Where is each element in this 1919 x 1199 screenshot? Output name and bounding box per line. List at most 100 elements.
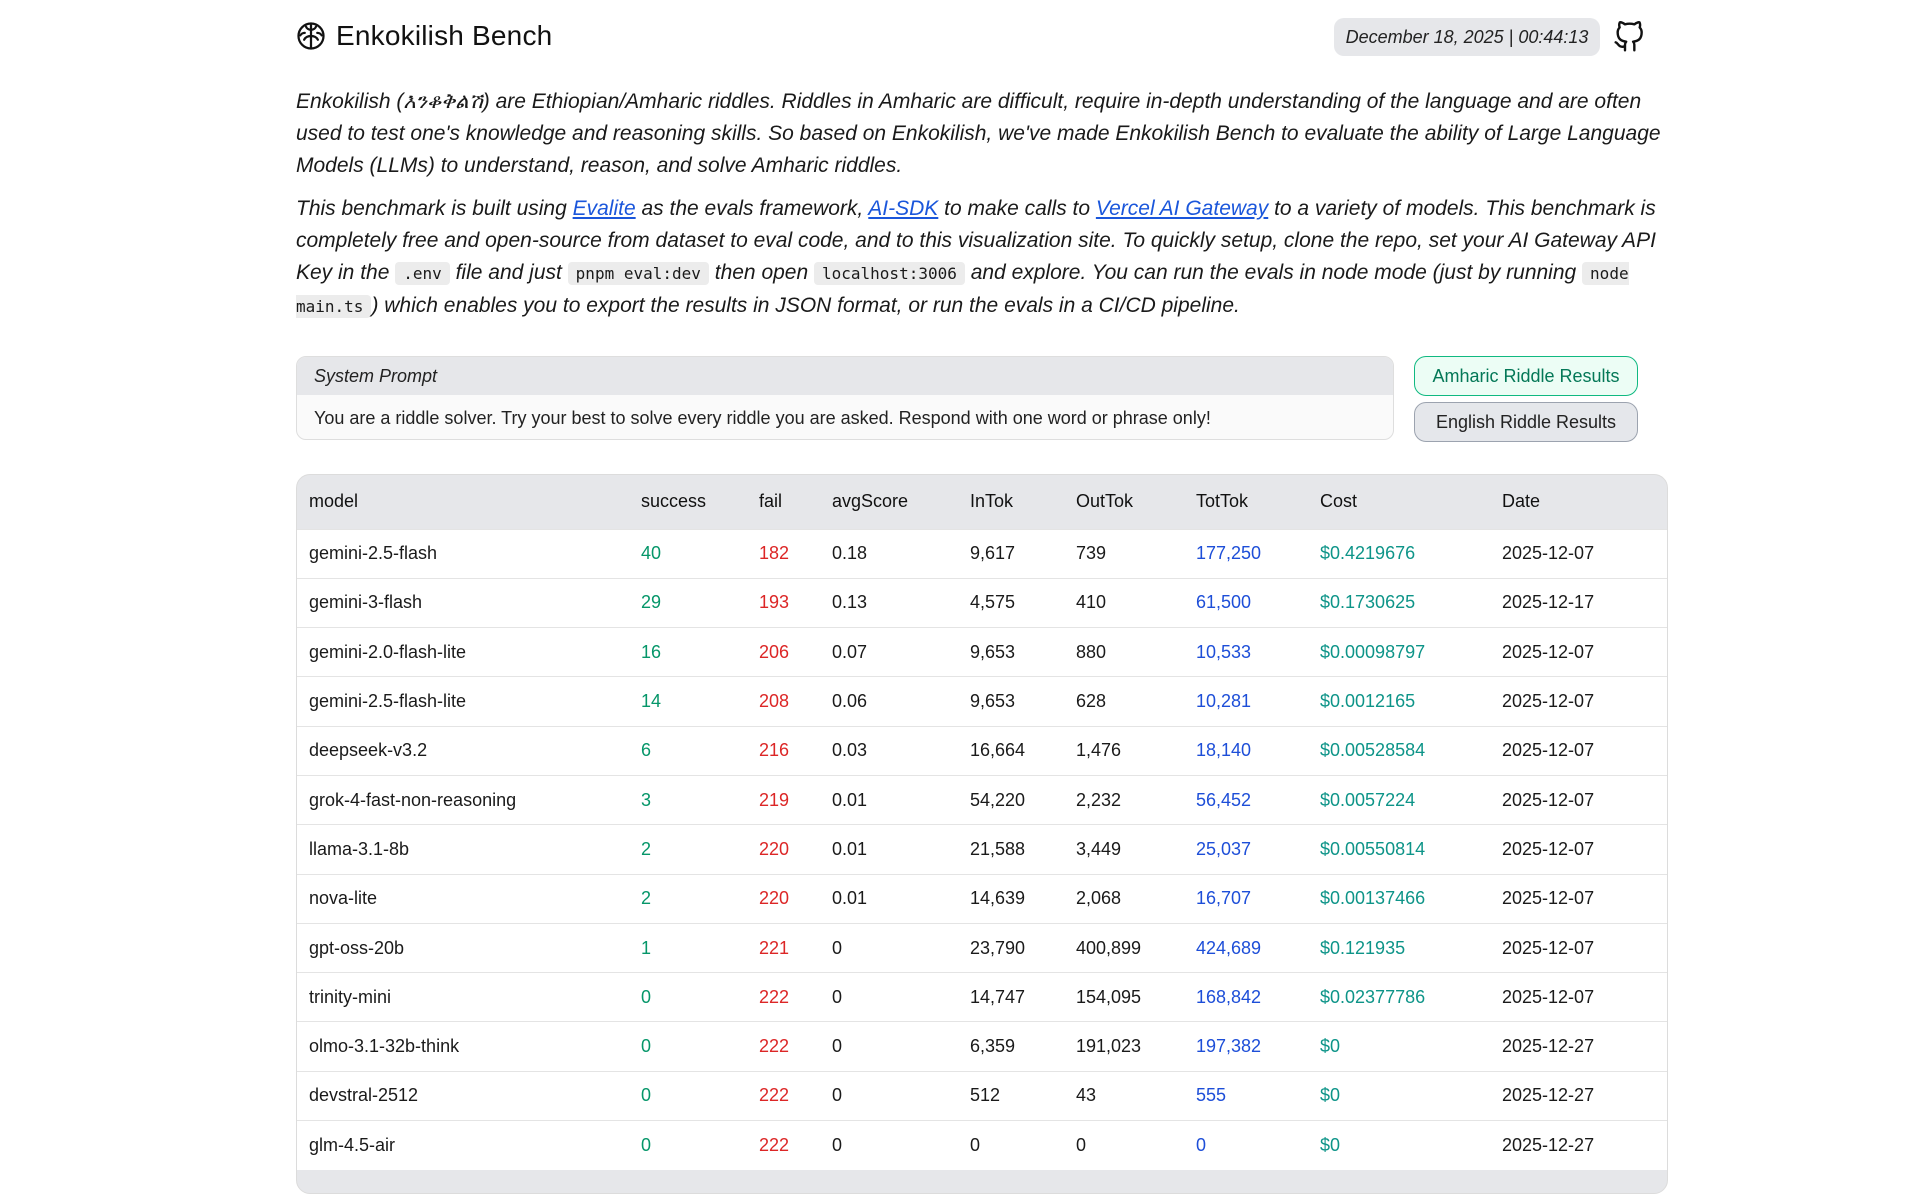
cell-success: 0 bbox=[641, 986, 652, 1007]
cell-cost: $0.0012165 bbox=[1320, 691, 1416, 712]
cell-intok: 512 bbox=[970, 1085, 1001, 1106]
ai-sdk-link[interactable]: AI-SDK bbox=[868, 197, 939, 220]
table-row[interactable]: grok-4-fast-non-reasoning 3 219 0.01 54,220 2… bbox=[297, 775, 1667, 825]
cell-tottok: 18,140 bbox=[1196, 740, 1252, 761]
table-row[interactable]: deepseek-v3.2 6 216 0.03 16,664 1,476 18,140 $0… bbox=[297, 726, 1667, 776]
cell-intok: 0 bbox=[970, 1134, 981, 1155]
cell-outtok: 0 bbox=[1076, 1134, 1087, 1155]
cell-outtok: 2,068 bbox=[1076, 888, 1122, 909]
cell-model: llama-3.1-8b bbox=[309, 838, 410, 859]
header-model[interactable]: model bbox=[309, 491, 359, 512]
cell-tottok: 168,842 bbox=[1196, 986, 1262, 1007]
cell-avgscore: 0 bbox=[832, 937, 843, 958]
cell-outtok: 400,899 bbox=[1076, 937, 1142, 958]
cell-outtok: 2,232 bbox=[1076, 789, 1122, 810]
table-row[interactable]: devstral-2512 0 222 0 512 43 555 $0 2025-12-27 bbox=[297, 1071, 1667, 1121]
env-code: .env bbox=[395, 262, 450, 285]
cell-success: 2 bbox=[641, 888, 652, 909]
table-row[interactable]: gemini-2.5-flash 40 182 0.18 9,617 739 177,250… bbox=[297, 529, 1667, 579]
table-row[interactable]: gemini-2.5-flash-lite 14 208 0.06 9,653 628 10… bbox=[297, 676, 1667, 727]
amharic-results-button[interactable]: Amharic Riddle Results bbox=[1414, 356, 1638, 396]
header-intok[interactable]: InTok bbox=[970, 491, 1014, 512]
cell-avgscore: 0 bbox=[832, 1085, 843, 1106]
cell-date: 2025-12-07 bbox=[1502, 937, 1595, 958]
evalite-link[interactable]: Evalite bbox=[572, 197, 636, 220]
cell-model: gemini-2.5-flash-lite bbox=[309, 691, 467, 712]
header: Enkokilish Bench December 18, 2025 | 00:… bbox=[296, 18, 1668, 58]
cell-model: gemini-2.0-flash-lite bbox=[309, 641, 467, 662]
cell-model: deepseek-v3.2 bbox=[309, 740, 428, 761]
table-row[interactable]: gemini-2.0-flash-lite 16 206 0.07 9,653 880 10… bbox=[297, 627, 1667, 677]
header-date[interactable]: Date bbox=[1502, 491, 1541, 512]
table-row[interactable]: glm-4.5-air 0 222 0 0 0 0 $0 2025-12-27 bbox=[297, 1120, 1667, 1170]
cell-success: 2 bbox=[641, 838, 652, 859]
cell-cost: $0.02377786 bbox=[1320, 986, 1426, 1007]
header-outtok[interactable]: OutTok bbox=[1076, 491, 1134, 512]
cell-model: grok-4-fast-non-reasoning bbox=[309, 789, 517, 810]
cell-cost: $0.00528584 bbox=[1320, 740, 1426, 761]
header-fail[interactable]: fail bbox=[759, 491, 783, 512]
text: file and just bbox=[449, 261, 568, 284]
cell-outtok: 880 bbox=[1076, 641, 1107, 662]
header-tottok[interactable]: TotTok bbox=[1196, 491, 1249, 512]
description-setup: This benchmark is built using Evalite as… bbox=[296, 193, 1668, 323]
cell-avgscore: 0.07 bbox=[832, 641, 868, 662]
cell-outtok: 191,023 bbox=[1076, 1036, 1142, 1057]
table-row[interactable]: olmo-3.1-32b-think 0 222 0 6,359 191,023 197,3… bbox=[297, 1021, 1667, 1072]
cell-model: olmo-3.1-32b-think bbox=[309, 1036, 460, 1057]
cell-cost: $0 bbox=[1320, 1036, 1341, 1057]
cell-cost: $0 bbox=[1320, 1134, 1341, 1155]
cell-tottok: 56,452 bbox=[1196, 789, 1252, 810]
cell-intok: 9,653 bbox=[970, 691, 1016, 712]
cell-outtok: 3,449 bbox=[1076, 838, 1122, 859]
english-results-button[interactable]: English Riddle Results bbox=[1414, 402, 1638, 442]
cell-date: 2025-12-07 bbox=[1502, 543, 1595, 564]
vercel-gateway-link[interactable]: Vercel AI Gateway bbox=[1095, 197, 1269, 220]
cell-avgscore: 0.18 bbox=[832, 543, 868, 564]
description-intro: Enkokilish (እንቆቅልሽ) are Ethiopian/Amhari… bbox=[296, 90, 1661, 177]
cell-date: 2025-12-07 bbox=[1502, 888, 1595, 909]
cell-outtok: 628 bbox=[1076, 691, 1107, 712]
header-cost[interactable]: Cost bbox=[1320, 491, 1358, 512]
cell-cost: $0.121935 bbox=[1320, 937, 1406, 958]
cell-tottok: 16,707 bbox=[1196, 888, 1252, 909]
cell-tottok: 197,382 bbox=[1196, 1036, 1262, 1057]
cell-model: gemini-3-flash bbox=[309, 592, 423, 613]
cell-outtok: 43 bbox=[1076, 1085, 1097, 1106]
table-row[interactable]: llama-3.1-8b 2 220 0.01 21,588 3,449 25,037 $0.… bbox=[297, 824, 1667, 875]
cell-date: 2025-12-17 bbox=[1502, 592, 1595, 613]
cell-avgscore: 0.03 bbox=[832, 740, 868, 761]
header-success[interactable]: success bbox=[641, 491, 707, 512]
cell-cost: $0.1730625 bbox=[1320, 592, 1416, 613]
cell-model: gemini-2.5-flash bbox=[309, 543, 438, 564]
cell-intok: 54,220 bbox=[970, 789, 1026, 810]
cell-cost: $0 bbox=[1320, 1085, 1341, 1106]
github-icon[interactable] bbox=[1613, 21, 1645, 53]
command-code: pnpm eval:dev bbox=[567, 262, 709, 285]
table-row[interactable]: trinity-mini 0 222 0 14,747 154,095 168,842 $0.… bbox=[297, 972, 1667, 1022]
cell-success: 0 bbox=[641, 1134, 652, 1155]
cell-cost: $0.4219676 bbox=[1320, 543, 1416, 564]
cell-cost: $0.0057224 bbox=[1320, 789, 1416, 810]
table-row[interactable]: gpt-oss-20b 1 221 0 23,790 400,899 424,689 $0.1… bbox=[297, 923, 1667, 973]
description: Enkokilish (እንቆቅልሽ) are Ethiopian/Amhari… bbox=[296, 86, 1668, 334]
cell-date: 2025-12-27 bbox=[1502, 1036, 1595, 1057]
cell-intok: 6,359 bbox=[970, 1036, 1016, 1057]
cell-fail: 222 bbox=[759, 1085, 790, 1106]
cell-tottok: 61,500 bbox=[1196, 592, 1252, 613]
cell-outtok: 410 bbox=[1076, 592, 1107, 613]
brand[interactable]: Enkokilish Bench bbox=[296, 20, 552, 52]
cell-avgscore: 0.06 bbox=[832, 691, 868, 712]
cell-intok: 14,747 bbox=[970, 986, 1026, 1007]
cell-fail: 216 bbox=[759, 740, 790, 761]
cell-date: 2025-12-07 bbox=[1502, 838, 1595, 859]
text: This benchmark is built using bbox=[296, 197, 573, 220]
text: then open bbox=[708, 261, 814, 284]
cell-model: gpt-oss-20b bbox=[309, 937, 405, 958]
header-avgscore[interactable]: avgScore bbox=[832, 491, 909, 512]
table-row[interactable]: nova-lite 2 220 0.01 14,639 2,068 16,707 $0.001… bbox=[297, 874, 1667, 924]
text: as the evals framework, bbox=[635, 197, 869, 220]
cell-success: 0 bbox=[641, 1085, 652, 1106]
cell-model: devstral-2512 bbox=[309, 1085, 419, 1106]
table-row[interactable]: gemini-3-flash 29 193 0.13 4,575 410 61,500 $0.… bbox=[297, 578, 1667, 628]
